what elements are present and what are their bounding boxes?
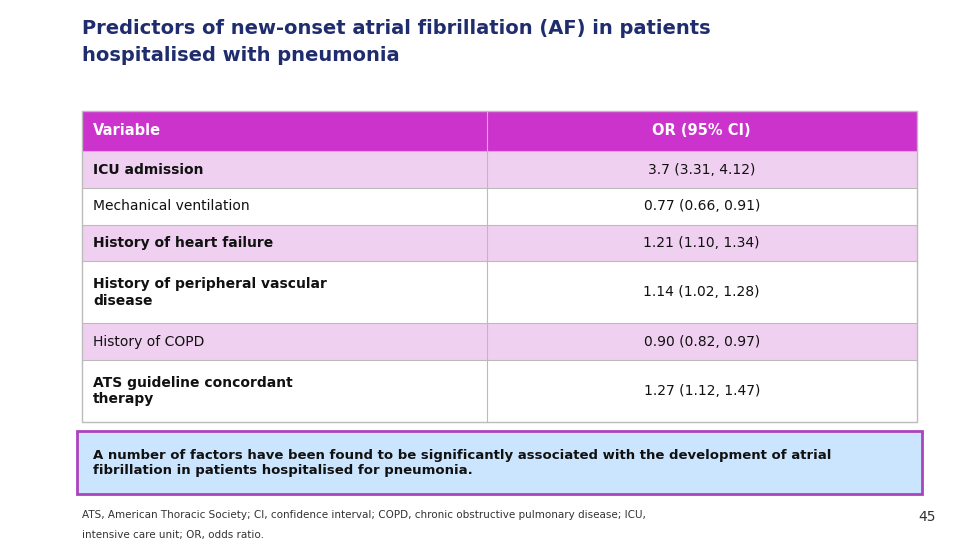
Text: Predictors of new-onset atrial fibrillation (AF) in patients: Predictors of new-onset atrial fibrillat… <box>82 19 710 38</box>
Text: Mechanical ventilation: Mechanical ventilation <box>93 199 250 213</box>
Text: OR (95% CI): OR (95% CI) <box>653 124 751 138</box>
Text: 45: 45 <box>919 510 936 524</box>
Text: 3.7 (3.31, 4.12): 3.7 (3.31, 4.12) <box>648 163 756 177</box>
Text: History of heart failure: History of heart failure <box>93 236 274 250</box>
Text: hospitalised with pneumonia: hospitalised with pneumonia <box>82 46 399 65</box>
Text: ATS, American Thoracic Society; CI, confidence interval; COPD, chronic obstructi: ATS, American Thoracic Society; CI, conf… <box>82 510 645 520</box>
Bar <box>82 111 917 422</box>
Bar <box>82 261 917 323</box>
Text: ICU admission: ICU admission <box>93 163 204 177</box>
FancyBboxPatch shape <box>77 431 922 494</box>
Text: ATS guideline concordant
therapy: ATS guideline concordant therapy <box>93 376 293 406</box>
Bar <box>82 111 917 151</box>
Bar <box>82 188 917 225</box>
Text: Variable: Variable <box>93 124 161 138</box>
Text: intensive care unit; OR, odds ratio.: intensive care unit; OR, odds ratio. <box>82 530 264 540</box>
Text: A number of factors have been found to be significantly associated with the deve: A number of factors have been found to b… <box>93 449 831 476</box>
Text: History of COPD: History of COPD <box>93 335 204 349</box>
Bar <box>82 225 917 261</box>
Bar <box>82 360 917 422</box>
Text: 0.77 (0.66, 0.91): 0.77 (0.66, 0.91) <box>643 199 760 213</box>
Bar <box>82 151 917 188</box>
Text: 1.14 (1.02, 1.28): 1.14 (1.02, 1.28) <box>643 286 760 299</box>
Text: 0.90 (0.82, 0.97): 0.90 (0.82, 0.97) <box>643 335 760 349</box>
Text: 1.21 (1.10, 1.34): 1.21 (1.10, 1.34) <box>643 236 760 250</box>
Text: 1.27 (1.12, 1.47): 1.27 (1.12, 1.47) <box>643 384 760 398</box>
Bar <box>82 323 917 360</box>
Text: History of peripheral vascular
disease: History of peripheral vascular disease <box>93 278 327 307</box>
